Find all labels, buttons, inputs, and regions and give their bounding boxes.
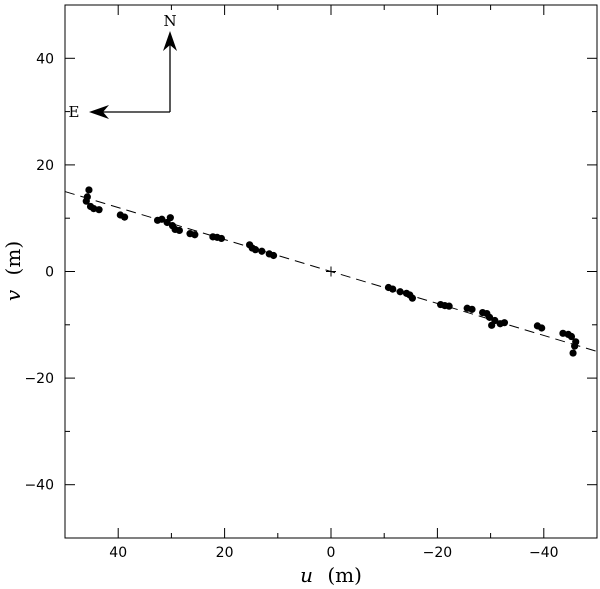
y-axis-label-var: v — [1, 289, 25, 301]
data-point — [491, 316, 499, 325]
x-tick-label: −20 — [423, 545, 453, 561]
x-axis-label-unit: (m) — [327, 563, 362, 587]
y-tick-label: 0 — [45, 265, 54, 281]
y-tick-label: 20 — [36, 158, 54, 174]
east-arrowhead-icon — [89, 105, 109, 119]
data-point — [82, 197, 90, 205]
data-point — [166, 214, 174, 222]
y-axis-label-unit: (m) — [1, 241, 25, 276]
x-tick-label: 40 — [109, 545, 127, 561]
data-point — [445, 302, 453, 310]
x-axis-label: u (m) — [300, 563, 362, 587]
y-tick-label: −40 — [24, 478, 54, 494]
data-point — [85, 186, 93, 194]
x-tick-label: 0 — [327, 545, 336, 561]
data-point — [120, 213, 129, 221]
data-point — [217, 234, 226, 243]
tick-labels: 40 20 0 −20 −40 40 20 0 −20 −40 — [24, 51, 558, 561]
data-point — [389, 285, 397, 293]
x-tick-label: 20 — [216, 545, 234, 561]
compass-north-label: N — [163, 12, 176, 30]
data-point — [500, 319, 509, 327]
data-point — [191, 231, 199, 239]
data-point — [258, 247, 266, 255]
data-point — [468, 305, 476, 313]
origin-marker — [326, 266, 336, 277]
data-point — [175, 226, 183, 235]
data-point — [269, 251, 278, 260]
y-axis-label: v (m) — [1, 241, 25, 301]
data-points — [82, 186, 580, 357]
y-tick-label: 40 — [36, 51, 54, 67]
data-point — [571, 342, 579, 350]
data-point — [485, 313, 494, 321]
compass-east-label: E — [69, 103, 80, 121]
data-point — [567, 332, 576, 341]
compass: N E — [69, 12, 177, 121]
data-point — [251, 246, 260, 254]
data-point — [538, 324, 546, 332]
x-tick-label: −40 — [529, 545, 559, 561]
data-point — [95, 206, 103, 214]
north-arrowhead-icon — [163, 31, 177, 51]
x-axis-label-var: u — [300, 563, 313, 587]
y-tick-label: −20 — [24, 371, 54, 387]
data-point — [396, 288, 404, 296]
data-point — [158, 215, 166, 223]
data-point — [569, 349, 577, 357]
axis-ticks — [64, 4, 598, 539]
data-point — [408, 294, 416, 302]
